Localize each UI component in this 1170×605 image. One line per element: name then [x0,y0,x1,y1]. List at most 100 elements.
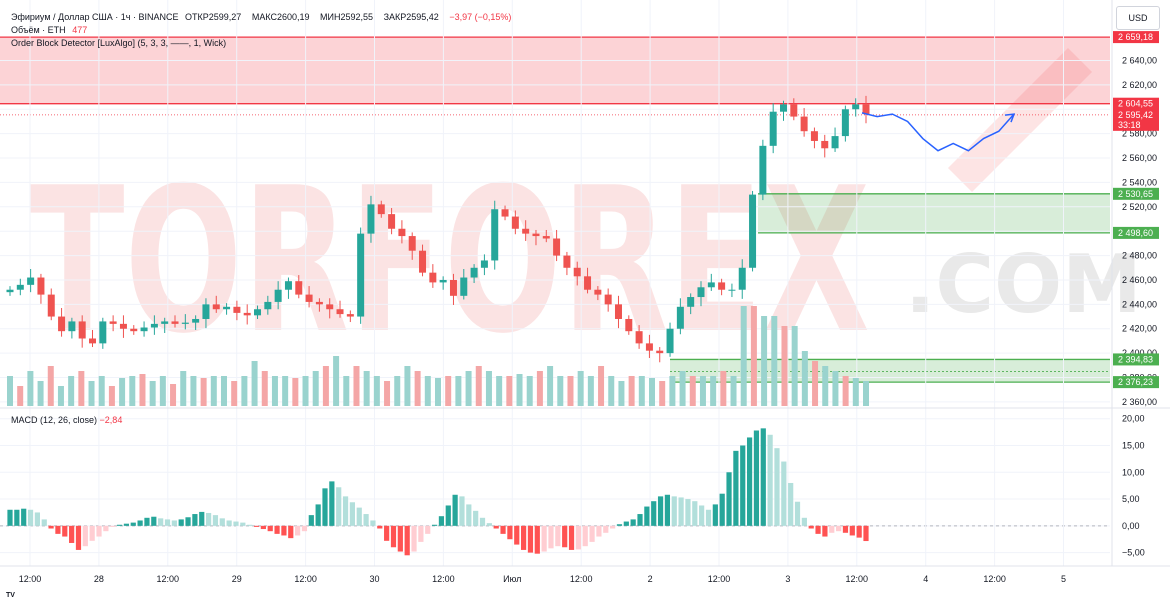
macd-bar [740,445,746,526]
time-tick-label: 2 [648,574,653,584]
price-label-bg [1113,376,1159,389]
candle-body [511,216,519,229]
macd-bar [349,502,355,526]
macd-bar [288,525,294,539]
macd-bar [616,524,623,526]
macd-bar [363,514,369,526]
volume-bar [832,371,839,406]
macd-bar [431,524,438,526]
candle-body [614,304,622,319]
macd-bar [281,525,287,536]
candle-body [779,104,787,112]
price-label-bg [1113,108,1159,131]
macd-bar [27,509,34,526]
macd-bar [123,523,130,526]
macd-bar [390,525,397,548]
watermark-arrow [947,47,1093,193]
candle-body [37,277,45,295]
volume-bar [812,361,819,406]
candle-body [315,301,323,305]
candle-body [707,282,715,288]
macd-bar [34,512,40,526]
candle-body [584,276,592,290]
time-tick-label: 12:00 [432,574,455,584]
candle-body [439,279,447,283]
macd-bar [7,509,13,526]
watermark-sub: .COM [905,238,1142,331]
volume-bar [863,381,869,406]
candle-body [852,104,860,110]
macd-bar [781,461,787,526]
macd-bar [247,524,253,526]
price-tick-label: 2 580,00 [1122,129,1157,139]
order-block-bullish [758,193,1110,233]
macd-bar [794,501,801,526]
macd-tick-label: 15,00 [1122,440,1145,450]
order-block-bearish [0,37,1110,104]
volume-bar [608,376,615,406]
macd-bar [438,516,445,526]
candle-body [862,104,870,115]
macd-bar [719,493,725,526]
volume-bar [852,378,859,406]
candle-body [841,109,849,137]
macd-bar [514,525,520,545]
candle-body [429,272,437,283]
macd-bar [370,520,376,526]
time-tick-label: 12:00 [708,574,731,584]
macd-bar [205,512,212,526]
macd-bar [301,525,308,532]
candle-body [202,304,210,319]
volume-bar [292,378,299,406]
macd-bar [233,521,239,526]
open-value: 2599,27 [208,12,242,22]
volume-bars [7,306,869,406]
candle-body [635,331,643,344]
candle-body [800,116,808,132]
price-tick-label: 2 460,00 [1122,275,1157,285]
volume-header: Объём · ETH 477 [11,24,91,36]
volume-bar [353,366,360,406]
candle-body [759,145,767,195]
macd-bar [192,514,198,526]
volume-bar [638,376,645,406]
candle-body [243,312,251,316]
macd-tick-label: 20,00 [1122,414,1145,424]
candle-body [58,316,66,332]
candle-body [604,294,612,305]
macd-bar [486,523,492,526]
candle-body [89,338,97,344]
macd-bar [726,472,732,526]
volume-bar [149,381,156,406]
indicator-header[interactable]: Order Block Detector [LuxAlgo] (5, 3, 3,… [11,37,230,49]
volume-bar [598,366,605,406]
macd-bar [774,448,780,526]
volume-value: 477 [72,25,88,35]
macd-bar [110,525,116,527]
candle-body [542,236,550,239]
price-tick-label: 2 540,00 [1122,177,1157,187]
volume-bar [730,376,737,406]
macd-bar [185,517,191,526]
volume-bar [57,386,64,406]
macd-bar [75,525,82,550]
macd-bar [473,510,479,526]
macd-bar [610,525,616,529]
macd-bar [240,522,246,526]
macd-bar [500,525,506,534]
volume-bar [108,386,115,406]
candle-body [295,281,303,295]
macd-bar [575,525,581,550]
macd-header[interactable]: MACD (12, 26, close) −2,84 [11,414,122,426]
axes: 2 640,002 620,002 600,002 580,002 560,00… [0,0,1170,584]
volume-bar [761,316,768,406]
candle-body [460,277,468,296]
candle-body [140,327,148,332]
macd-bar [322,488,328,526]
macd-bar [651,501,657,526]
forecast-arrowhead [1004,113,1016,123]
macd-bar [336,487,342,526]
macd-bar [342,496,349,526]
currency-button[interactable]: USD [1116,6,1160,30]
